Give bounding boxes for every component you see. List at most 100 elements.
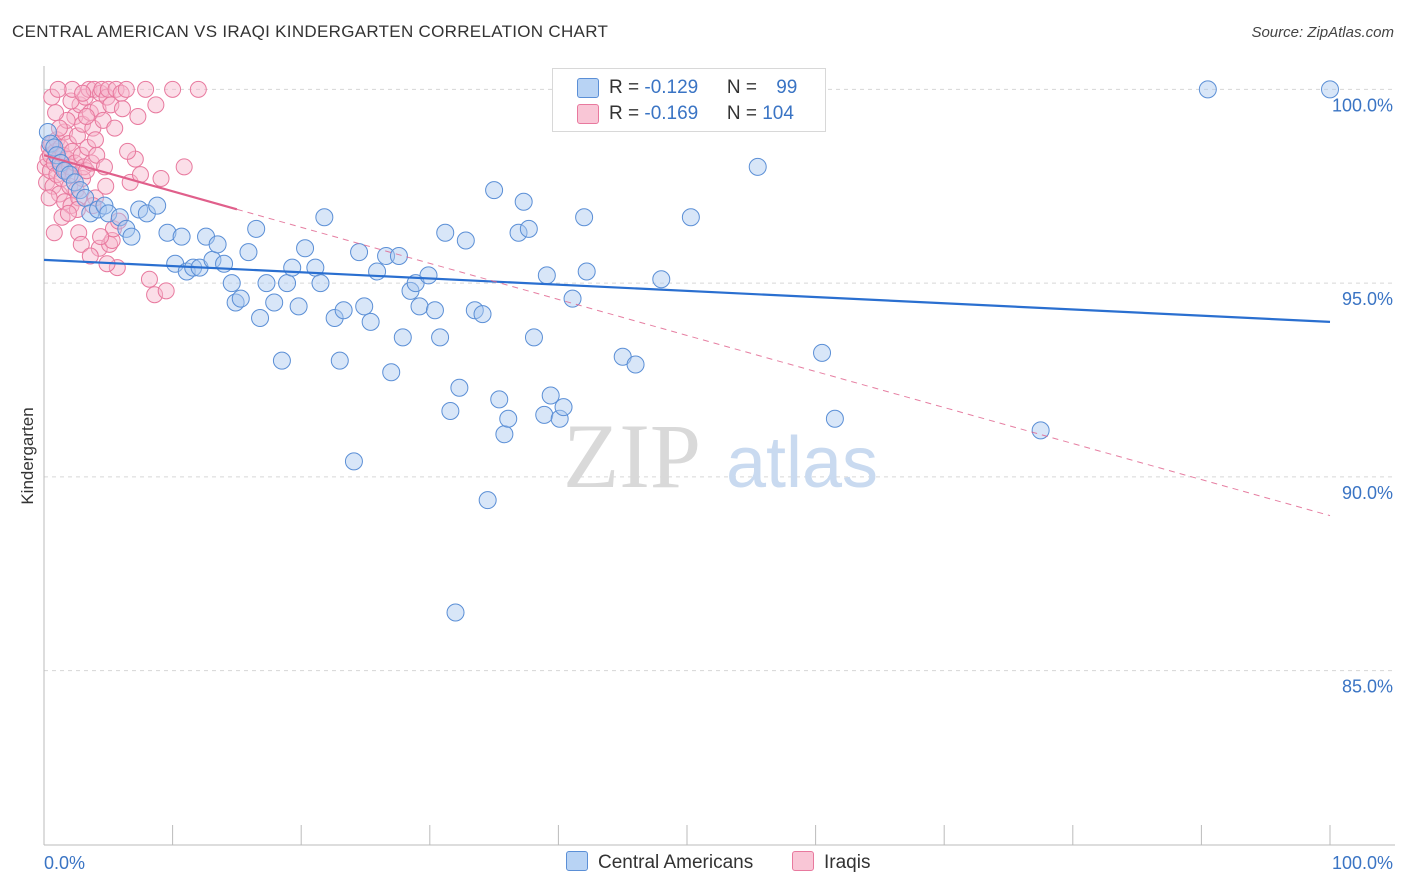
legend-r-label: R = <box>609 103 645 124</box>
stats-legend: R = -0.129 N = 99 R = -0.169 N = 104 <box>552 68 826 132</box>
tick-labels: 85.0% 90.0% 95.0% 100.0% 0.0% 100.0% <box>44 95 1393 873</box>
legend-swatch-blue <box>577 78 599 98</box>
y-tick-label: 90.0% <box>1342 483 1393 503</box>
point-central-americans <box>499 409 518 428</box>
point-iraqis <box>72 235 90 253</box>
y-tick-label: 85.0% <box>1342 677 1393 697</box>
point-iraqis <box>164 80 182 98</box>
point-iraqis <box>63 80 81 98</box>
point-iraqis <box>113 100 131 118</box>
point-central-americans <box>222 274 241 293</box>
point-central-americans <box>247 219 266 238</box>
point-iraqis <box>77 108 95 125</box>
point-central-americans <box>626 355 645 374</box>
point-central-americans <box>99 204 118 223</box>
point-central-americans <box>334 301 353 320</box>
y-tick-label: 95.0% <box>1342 289 1393 309</box>
point-iraqis <box>129 108 147 125</box>
point-central-americans <box>344 452 363 471</box>
point-central-americans <box>681 208 700 227</box>
point-iraqis <box>86 131 104 149</box>
point-central-americans <box>441 402 460 420</box>
legend-label: Iraqis <box>824 852 871 873</box>
trend-line-central-americans <box>43 258 1331 323</box>
x-tick-label: 100.0% <box>1332 853 1393 873</box>
legend-n-label: N = <box>726 77 763 98</box>
point-central-americans <box>535 405 554 424</box>
trend-lines <box>43 154 1331 517</box>
point-central-americans <box>38 123 57 141</box>
point-central-americans <box>446 603 465 622</box>
bottom-legend-central-americans: Central Americans <box>566 851 753 874</box>
point-central-americans <box>325 309 344 327</box>
point-central-americans <box>563 289 582 308</box>
point-iraqis <box>140 270 158 288</box>
point-central-americans <box>110 208 129 227</box>
point-central-americans <box>330 351 349 370</box>
point-central-americans <box>436 223 455 242</box>
point-iraqis <box>157 282 175 300</box>
point-central-americans <box>231 289 250 308</box>
point-central-americans <box>478 491 497 510</box>
point-iraqis <box>40 189 58 207</box>
point-central-americans <box>158 223 177 242</box>
point-central-americans <box>431 328 450 347</box>
x-tick-label: 0.0% <box>44 853 85 873</box>
y-tick-label: 100.0% <box>1332 95 1393 115</box>
point-central-americans <box>473 305 492 324</box>
point-iraqis <box>117 80 135 98</box>
point-iraqis <box>119 142 137 160</box>
point-central-americans <box>1031 421 1050 440</box>
legend-swatch-pink <box>792 851 814 871</box>
point-central-americans <box>519 219 538 238</box>
point-central-americans <box>265 293 284 312</box>
point-iraqis <box>81 247 99 265</box>
legend-swatch-blue <box>566 851 588 871</box>
grid-lines <box>44 88 1395 672</box>
point-central-americans <box>361 312 380 331</box>
legend-n-value: 99 <box>776 77 798 98</box>
point-central-americans <box>239 243 258 262</box>
point-central-americans <box>311 274 330 293</box>
point-iraqis <box>106 119 124 137</box>
point-central-americans <box>485 181 504 200</box>
point-central-americans <box>419 266 438 285</box>
point-central-americans <box>410 297 429 316</box>
trend-line-iraqis-extension <box>236 208 1331 517</box>
point-central-americans <box>382 363 401 382</box>
watermark-atlas: atlas <box>726 423 878 503</box>
point-iraqis <box>97 177 115 195</box>
point-central-americans <box>368 262 387 281</box>
point-iraqis <box>152 170 170 187</box>
point-iraqis <box>137 80 155 98</box>
legend-swatch-pink <box>577 104 599 124</box>
point-central-americans <box>251 309 270 327</box>
point-central-americans <box>137 204 156 223</box>
point-central-americans <box>550 409 569 428</box>
point-central-americans <box>554 398 573 417</box>
point-central-americans <box>524 328 543 347</box>
point-central-americans <box>450 378 469 397</box>
legend-n-label: N = <box>726 103 763 124</box>
point-central-americans <box>495 425 514 444</box>
point-central-americans <box>652 270 671 289</box>
point-central-americans <box>278 274 297 293</box>
point-central-americans <box>377 247 396 265</box>
point-central-americans <box>575 208 594 227</box>
point-central-americans <box>577 262 596 281</box>
point-iraqis <box>49 80 67 98</box>
chart-title: CENTRAL AMERICAN VS IRAQI KINDERGARTEN C… <box>12 22 609 41</box>
watermark-zip: ZIP <box>563 405 701 507</box>
point-central-americans <box>514 192 533 211</box>
series-central-americans <box>38 76 1339 622</box>
point-central-americans <box>541 386 560 405</box>
point-central-americans <box>825 409 844 428</box>
legend-r-value: -0.169 <box>644 103 699 124</box>
legend-r-label: R = <box>609 77 645 98</box>
point-iraqis <box>47 104 65 122</box>
legend-r-value: -0.129 <box>644 77 699 98</box>
point-iraqis <box>92 228 110 246</box>
point-central-americans <box>272 351 291 370</box>
point-central-americans <box>425 301 444 320</box>
